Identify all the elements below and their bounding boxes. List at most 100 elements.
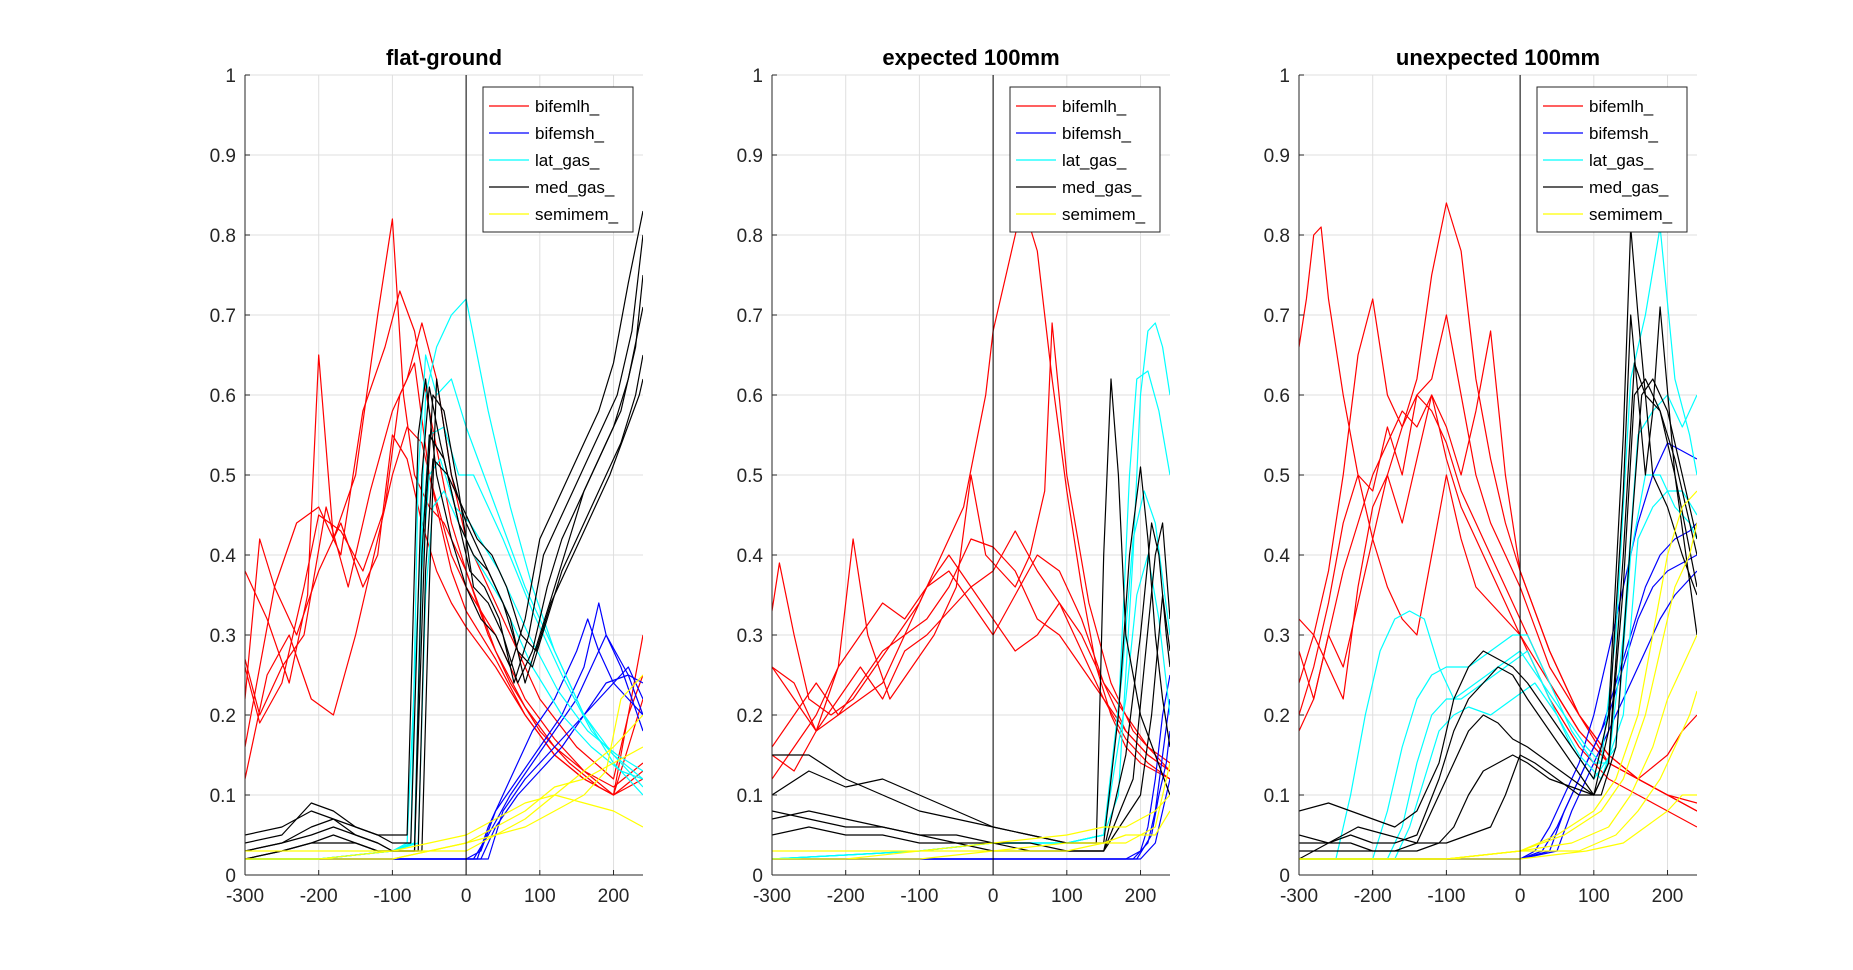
series-line-med-gas [245,354,643,852]
y-tick-label: 0.8 [210,226,236,247]
series-line-lat-gas [1299,490,1697,860]
x-tick-label: 100 [1578,886,1610,907]
legend: bifemlh_ bifemsh_ lat_gas_ med_gas_ semimem_ [1536,86,1688,233]
y-tick-label: 0.9 [737,146,763,167]
legend-label: semimem_ [1589,205,1673,224]
x-tick-label: -200 [1354,886,1392,907]
series-line-med-gas [1299,306,1697,844]
x-tick-label: -100 [1427,886,1465,907]
y-tick-label: 0.8 [1264,226,1290,247]
x-tick-label: -300 [1280,886,1318,907]
y-tick-label: 1 [1279,66,1290,87]
series-group [245,210,643,860]
chart-title: flat-ground [386,45,502,70]
y-tick-label: 0 [1279,866,1290,887]
legend-label: med_gas_ [535,178,615,197]
x-tick-label: 200 [1652,886,1684,907]
series-line-semimem [772,794,1170,852]
chart-title: unexpected 100mm [1396,45,1600,70]
x-tick-label: -300 [226,886,264,907]
x-tick-label: -100 [900,886,938,907]
series-line-med-gas [245,306,643,860]
legend-label: med_gas_ [1062,178,1142,197]
chart-panel-3: -300 -200 -100 0 100 200 0 0.1 0.2 0.3 0.4 0.5 0.6 0.… [1264,45,1697,907]
series-line-semimem [245,674,643,860]
y-tick-label: 0.5 [737,466,763,487]
x-tick-label: 200 [1125,886,1157,907]
y-tick-label: 0.4 [737,546,764,567]
y-tick-label: 0.3 [737,626,763,647]
series-line-med-gas [1299,378,1697,860]
legend-label: bifemlh_ [1589,97,1654,116]
y-tick-label: 0.9 [1264,146,1290,167]
series-group [1299,202,1697,860]
y-tick-label: 0.4 [210,546,237,567]
x-tick-label: -100 [373,886,411,907]
y-tick-label: 0 [752,866,763,887]
y-tick-label: 0.2 [210,706,236,727]
x-tick-label: 0 [461,886,472,907]
y-tick-label: 0.7 [1264,306,1290,327]
y-tick-label: 0 [225,866,236,887]
y-tick-label: 0.2 [737,706,763,727]
legend-label: lat_gas_ [1062,151,1127,170]
series-line-bifemlh [772,554,1170,780]
chart-panel-1: -300 -200 -100 0 100 200 0 0.1 0.2 0.3 0.4 0.5 0.6 0.… [210,45,643,907]
series-line-bifemsh [245,666,643,860]
legend-label: bifemlh_ [535,97,600,116]
series-line-med-gas [245,234,643,844]
y-tick-label: 0.6 [737,386,763,407]
y-tick-label: 0.1 [737,786,763,807]
series-line-semimem [772,762,1170,860]
y-tick-label: 0.9 [210,146,236,167]
series-line-semimem [245,794,643,852]
x-tick-label: 0 [988,886,999,907]
series-line-semimem [772,810,1170,860]
x-tick-label: -300 [753,886,791,907]
y-tick-label: 1 [225,66,236,87]
y-tick-label: 0.5 [210,466,236,487]
series-line-bifemlh [245,434,643,796]
series-line-bifemlh [245,322,643,780]
series-line-bifemlh [1299,394,1697,780]
y-tick-label: 0.3 [1264,626,1290,647]
chart-title: expected 100mm [882,45,1059,70]
legend-label: bifemsh_ [1589,124,1659,143]
series-line-med-gas [1299,378,1697,852]
y-tick-label: 0.6 [210,386,236,407]
series-line-bifemlh [772,322,1170,772]
y-tick-label: 0.4 [1264,546,1291,567]
legend-label: lat_gas_ [1589,151,1654,170]
series-line-semimem [245,746,643,860]
series-line-bifemlh [245,362,643,788]
x-tick-label: 100 [524,886,556,907]
x-tick-label: 200 [598,886,630,907]
y-tick-label: 0.6 [1264,386,1290,407]
x-tick-label: -200 [300,886,338,907]
y-tick-label: 0.7 [210,306,236,327]
series-line-lat-gas [1299,474,1697,860]
x-tick-label: 0 [1515,886,1526,907]
series-line-bifemsh [772,778,1170,860]
series-line-bifemlh [1299,314,1697,812]
chart-panel-2: -300 -200 -100 0 100 200 0 0.1 0.2 0.3 0.4 0.5 0.6 0.… [737,45,1170,907]
y-tick-label: 0.5 [1264,466,1290,487]
legend-label: semimem_ [535,205,619,224]
legend: bifemlh_ bifemsh_ lat_gas_ med_gas_ semimem_ [1009,86,1161,233]
legend-label: bifemsh_ [1062,124,1132,143]
y-tick-label: 0.1 [210,786,236,807]
series-group [772,202,1170,860]
legend: bifemlh_ bifemsh_ lat_gas_ med_gas_ semimem_ [482,86,634,233]
legend-label: med_gas_ [1589,178,1669,197]
legend-label: semimem_ [1062,205,1146,224]
legend-label: bifemlh_ [1062,97,1127,116]
y-tick-label: 0.1 [1264,786,1290,807]
y-tick-label: 1 [752,66,763,87]
series-line-bifemlh [1299,330,1697,812]
legend-label: bifemsh_ [535,124,605,143]
series-line-lat-gas [1299,226,1697,860]
series-line-med-gas [772,522,1170,852]
series-line-semimem [1299,794,1697,860]
series-line-bifemsh [1299,442,1697,860]
